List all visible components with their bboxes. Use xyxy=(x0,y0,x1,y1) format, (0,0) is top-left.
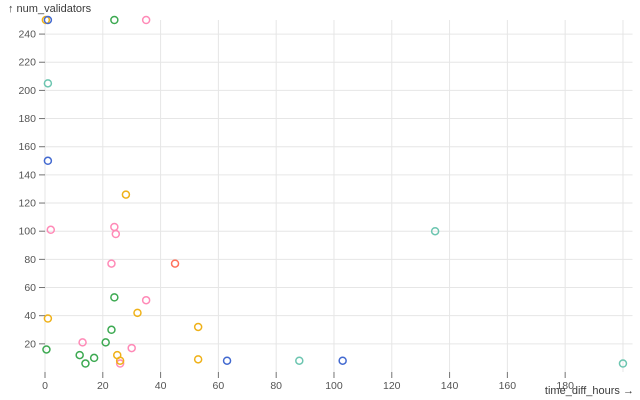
data-point xyxy=(110,15,119,25)
data-points xyxy=(41,15,628,368)
x-tick-label: 180 xyxy=(556,380,574,392)
data-point xyxy=(141,295,151,305)
data-point xyxy=(46,225,56,235)
y-tick-label: 40 xyxy=(24,310,36,322)
series-blue xyxy=(43,15,347,365)
y-tick-label: 160 xyxy=(18,141,36,153)
data-point xyxy=(75,350,84,360)
y-axis-title: ↑ num_validators xyxy=(8,3,92,15)
data-point xyxy=(170,259,180,268)
grid-lines xyxy=(44,20,633,372)
x-tick-label: 140 xyxy=(441,380,459,392)
data-point xyxy=(81,359,90,368)
x-axis-title: time_diff_hours → xyxy=(544,385,634,397)
x-tick-label: 160 xyxy=(499,380,517,392)
x-tick-label: 120 xyxy=(383,380,401,392)
data-point xyxy=(110,293,119,302)
data-point xyxy=(222,356,232,365)
data-point xyxy=(295,356,304,365)
data-point xyxy=(115,356,125,365)
x-tick-label: 60 xyxy=(213,380,225,392)
data-point xyxy=(193,355,203,364)
y-tick-label: 100 xyxy=(18,226,36,238)
data-point xyxy=(107,325,116,335)
y-tick-label: 20 xyxy=(24,338,36,350)
y-tick-label: 180 xyxy=(18,113,36,125)
data-point xyxy=(338,356,347,365)
y-axis-ticks: 20 40 60 80 100 120 140 160 180 200 220 240 xyxy=(18,29,45,350)
data-point xyxy=(78,338,87,347)
data-point xyxy=(42,345,51,354)
x-axis-ticks: 0 20 40 60 80 100 120 140 160 180 xyxy=(42,372,574,392)
data-point xyxy=(107,259,116,268)
y-tick-label: 120 xyxy=(18,198,36,210)
data-point xyxy=(127,343,136,353)
data-point xyxy=(43,15,53,25)
data-point xyxy=(193,322,203,332)
y-tick-label: 220 xyxy=(18,57,36,69)
series-green xyxy=(42,15,119,368)
series-teal xyxy=(43,79,628,368)
y-tick-label: 240 xyxy=(18,29,36,41)
data-point xyxy=(133,308,142,318)
x-tick-label: 80 xyxy=(270,380,282,392)
data-point xyxy=(618,359,628,368)
y-tick-label: 80 xyxy=(24,254,36,266)
x-tick-label: 0 xyxy=(42,380,48,392)
x-tick-label: 40 xyxy=(155,380,167,392)
data-point xyxy=(121,190,131,199)
series-yellow xyxy=(41,15,203,365)
data-point xyxy=(43,314,53,323)
series-orange xyxy=(170,259,180,268)
data-point xyxy=(430,226,440,236)
data-point xyxy=(43,156,53,166)
y-tick-label: 200 xyxy=(18,85,36,97)
series-pink xyxy=(46,15,151,368)
data-point xyxy=(101,338,110,347)
x-tick-label: 100 xyxy=(325,380,343,392)
y-tick-label: 60 xyxy=(24,282,36,294)
data-point xyxy=(111,229,121,239)
y-tick-label: 140 xyxy=(18,169,36,181)
data-point xyxy=(110,222,119,232)
x-tick-label: 20 xyxy=(97,380,109,392)
data-point xyxy=(89,353,99,363)
data-point xyxy=(141,15,151,25)
data-point xyxy=(43,79,53,88)
data-point xyxy=(115,359,125,368)
